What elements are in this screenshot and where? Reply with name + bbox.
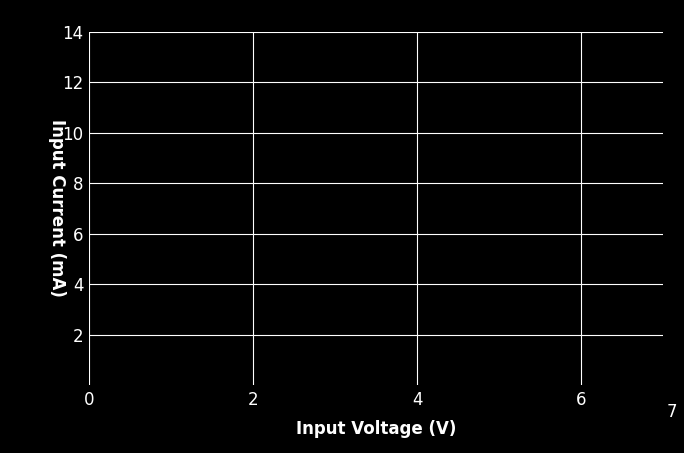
Y-axis label: Input Current (mA): Input Current (mA)	[49, 120, 66, 297]
X-axis label: Input Voltage (V): Input Voltage (V)	[296, 420, 456, 438]
Text: 7: 7	[666, 403, 677, 421]
